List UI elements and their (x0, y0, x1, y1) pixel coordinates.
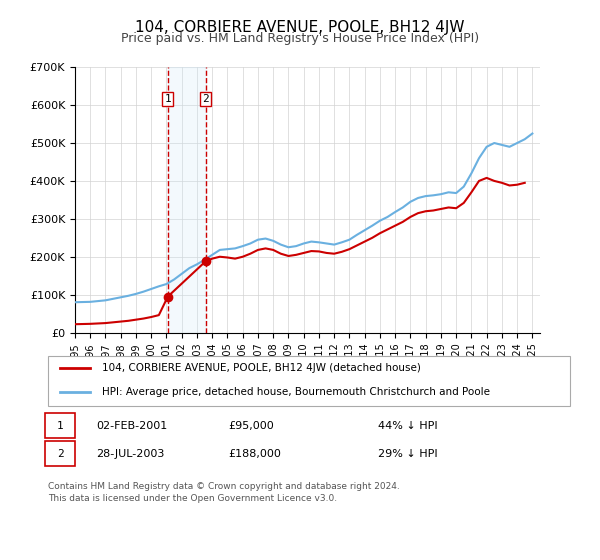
Text: HPI: Average price, detached house, Bournemouth Christchurch and Poole: HPI: Average price, detached house, Bour… (102, 387, 490, 397)
Text: 104, CORBIERE AVENUE, POOLE, BH12 4JW: 104, CORBIERE AVENUE, POOLE, BH12 4JW (135, 20, 465, 35)
Text: 2: 2 (56, 449, 64, 459)
Text: £95,000: £95,000 (228, 421, 274, 431)
Text: 2: 2 (202, 94, 209, 104)
Text: 02-FEB-2001: 02-FEB-2001 (96, 421, 167, 431)
Text: Contains HM Land Registry data © Crown copyright and database right 2024.: Contains HM Land Registry data © Crown c… (48, 482, 400, 491)
Text: This data is licensed under the Open Government Licence v3.0.: This data is licensed under the Open Gov… (48, 494, 337, 503)
Text: 44% ↓ HPI: 44% ↓ HPI (378, 421, 437, 431)
Text: 1: 1 (164, 94, 171, 104)
Text: 104, CORBIERE AVENUE, POOLE, BH12 4JW (detached house): 104, CORBIERE AVENUE, POOLE, BH12 4JW (d… (102, 363, 421, 373)
Text: 28-JUL-2003: 28-JUL-2003 (96, 449, 164, 459)
Text: £188,000: £188,000 (228, 449, 281, 459)
Bar (168, 67, 206, 333)
Text: 1: 1 (56, 421, 64, 431)
Text: 29% ↓ HPI: 29% ↓ HPI (378, 449, 437, 459)
Text: Price paid vs. HM Land Registry's House Price Index (HPI): Price paid vs. HM Land Registry's House … (121, 32, 479, 45)
